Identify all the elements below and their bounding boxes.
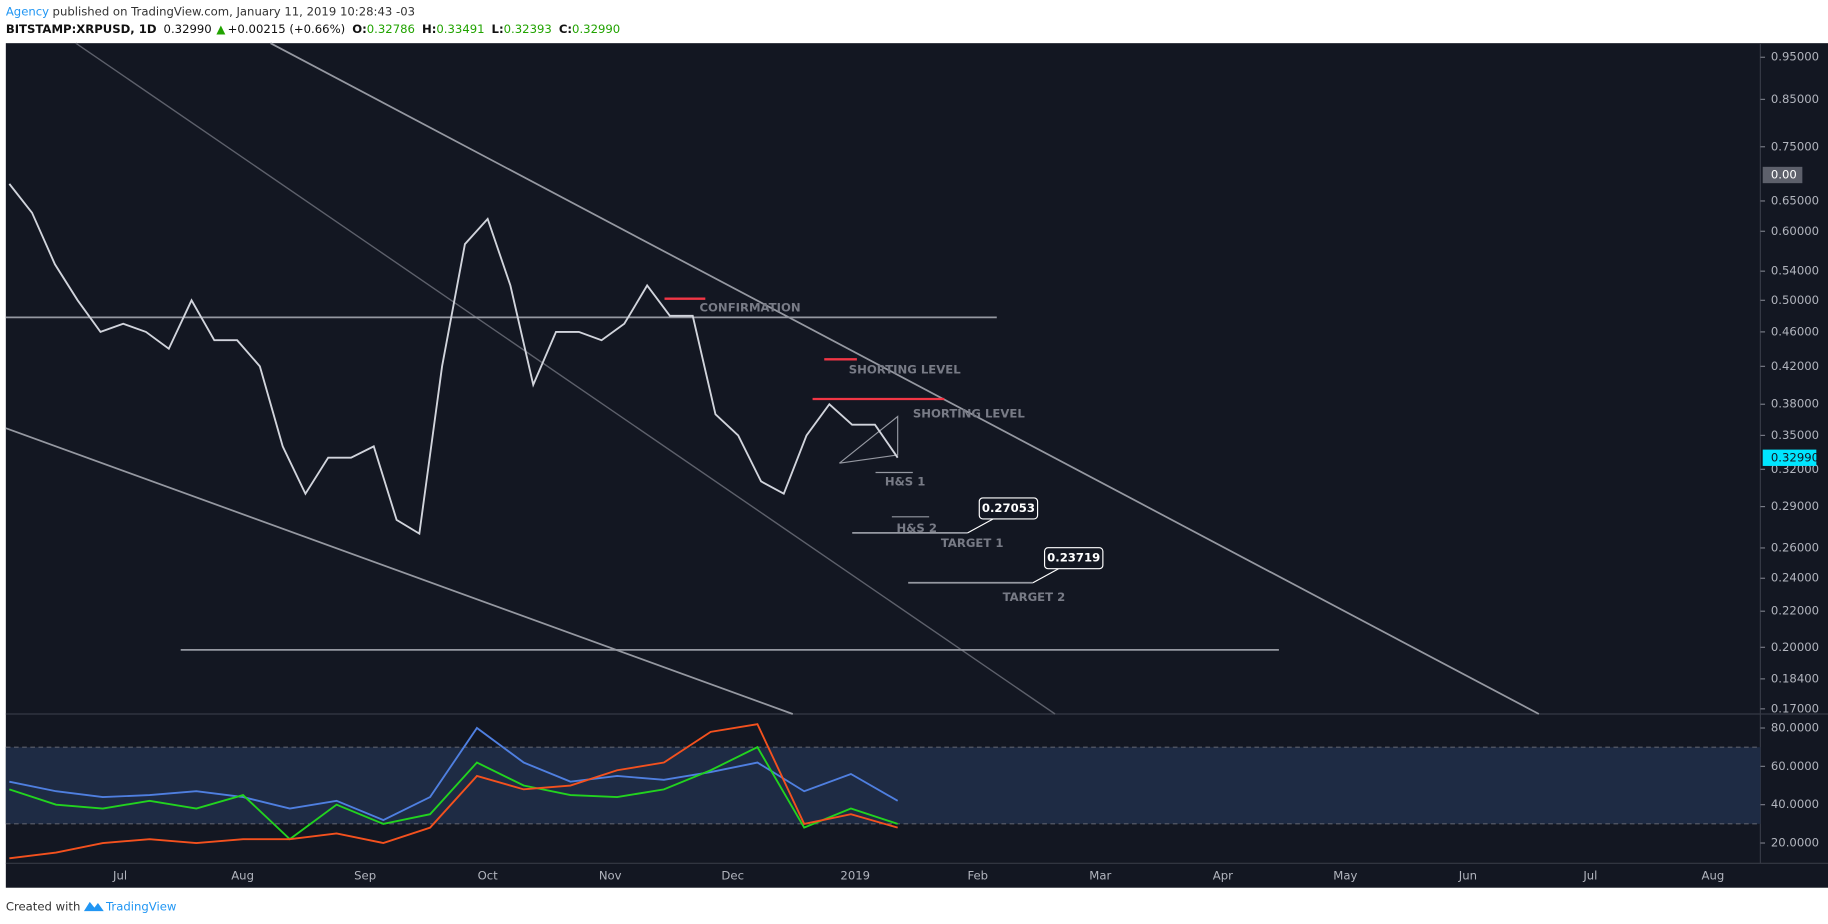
ohlc-value: 0.32990 — [572, 22, 620, 36]
ohlc-value: 0.33491 — [436, 22, 484, 36]
footer: Created with TradingView — [6, 899, 177, 913]
y-tick-label: 40.0000 — [1771, 797, 1819, 811]
trend-line — [75, 42, 1056, 715]
ohlc-value: 0.32786 — [367, 22, 415, 36]
series-line — [8, 183, 899, 536]
annotation: H&S 2 — [897, 521, 937, 535]
y-tick-label: 0.60000 — [1771, 224, 1819, 238]
annotation: H&S 1 — [885, 474, 925, 488]
triangle — [839, 415, 899, 464]
last-price-label: 0.32990 — [1771, 450, 1819, 464]
x-tick-label: Oct — [478, 869, 499, 883]
y-tick-label: 0.95000 — [1771, 50, 1819, 64]
y-tick-label: 60.0000 — [1771, 759, 1819, 773]
trend-line — [270, 42, 1540, 715]
y-tick-label: 0.46000 — [1771, 324, 1819, 338]
footer-background — [0, 887, 1828, 924]
main-pane: 0.17000 0.18400 0.20000 0.22000 0.24000 0.260… — [5, 42, 1828, 883]
brand[interactable]: TradingView — [105, 899, 177, 913]
annotation: CONFIRMATION — [699, 300, 800, 314]
last-price-box — [1762, 449, 1817, 466]
y-tick-label: 0.42000 — [1771, 359, 1819, 373]
price: 0.32990 — [164, 22, 212, 36]
x-tick-label: Jun — [1458, 869, 1477, 883]
published: published on TradingView.com, January 11… — [53, 4, 415, 18]
y-tick-label: 0.35000 — [1771, 428, 1819, 442]
x-tick-label: Apr — [1213, 869, 1233, 883]
symbol-line: BITSTAMP:XRPUSD, 1D 0.32990 ▲ +0.00215 (+0.… — [6, 22, 620, 36]
y-tick-label: 0.38000 — [1771, 397, 1819, 411]
annotation: TARGET 2 — [1003, 590, 1066, 604]
x-tick-label: Sep — [354, 869, 376, 883]
y-tick-label: 0.54000 — [1771, 264, 1819, 278]
target-label: 0.27053 — [982, 501, 1035, 515]
series-line — [9, 723, 898, 860]
ohlc-value: 0.32393 — [504, 22, 552, 36]
change: +0.00215 (+0.66%) — [228, 22, 346, 36]
annotation: SHORTING LEVEL — [913, 407, 1026, 421]
y-tick-label: 0.85000 — [1771, 92, 1819, 106]
y-tick-label: 80.0000 — [1771, 721, 1819, 735]
x-tick-label: May — [1333, 869, 1357, 883]
brand-logo — [83, 901, 104, 912]
target-pointer — [967, 518, 994, 534]
target-pointer — [1032, 568, 1059, 584]
compare-label: 0.00 — [1771, 167, 1797, 181]
y-tick-label: 0.20000 — [1771, 640, 1819, 654]
target-box — [1043, 547, 1104, 570]
y-tick-label: 0.65000 — [1771, 193, 1819, 207]
x-tick-label: Dec — [721, 869, 744, 883]
trend-line — [5, 427, 794, 715]
x-tick-label: Aug — [1702, 869, 1725, 883]
ohlc-label: C: — [559, 22, 572, 36]
y-tick-label: 20.0000 — [1771, 836, 1819, 850]
y-tick-label: 0.17000 — [1771, 701, 1819, 715]
target-box — [978, 497, 1039, 520]
y-tick-label: 0.24000 — [1771, 571, 1819, 585]
ohlc-label: O: — [352, 22, 367, 36]
x-tick-label: Feb — [967, 869, 988, 883]
annotation: TARGET 1 — [941, 536, 1004, 550]
compare-box — [1762, 166, 1803, 184]
band — [5, 747, 1761, 824]
x-tick-label: Jul — [1582, 869, 1597, 883]
x-tick-label: Mar — [1089, 869, 1111, 883]
ohlc-label: H: — [422, 22, 436, 36]
y-tick-label: 0.29000 — [1771, 499, 1819, 513]
y-tick-label: 0.75000 — [1771, 139, 1819, 153]
y-tick-label: 0.50000 — [1771, 293, 1819, 307]
x-tick-label: Nov — [599, 869, 622, 883]
author[interactable]: Agency — [6, 4, 49, 18]
x-tick-label: Aug — [231, 869, 254, 883]
y-tick-label: 0.22000 — [1771, 604, 1819, 618]
y-tick-label: 0.18400 — [1771, 671, 1819, 685]
annotation: SHORTING LEVEL — [849, 362, 962, 376]
created-with: Created with — [6, 899, 81, 913]
x-tick-label: 2019 — [840, 869, 870, 883]
ohlc: O:0.32786 H:0.33491 L:0.32393 C:0.32990 — [352, 22, 620, 36]
y-tick-label: 0.26000 — [1771, 540, 1819, 554]
series-line — [9, 745, 898, 841]
change-arrow: ▲ — [216, 22, 225, 36]
x-tick-label: Jul — [112, 869, 127, 883]
symbol: BITSTAMP:XRPUSD, 1D — [6, 22, 157, 36]
publish-line: Agency published on TradingView.com, Janu… — [6, 4, 415, 18]
series-line — [9, 726, 899, 822]
ohlc-label: L: — [492, 22, 504, 36]
target-label: 0.23719 — [1047, 551, 1100, 565]
